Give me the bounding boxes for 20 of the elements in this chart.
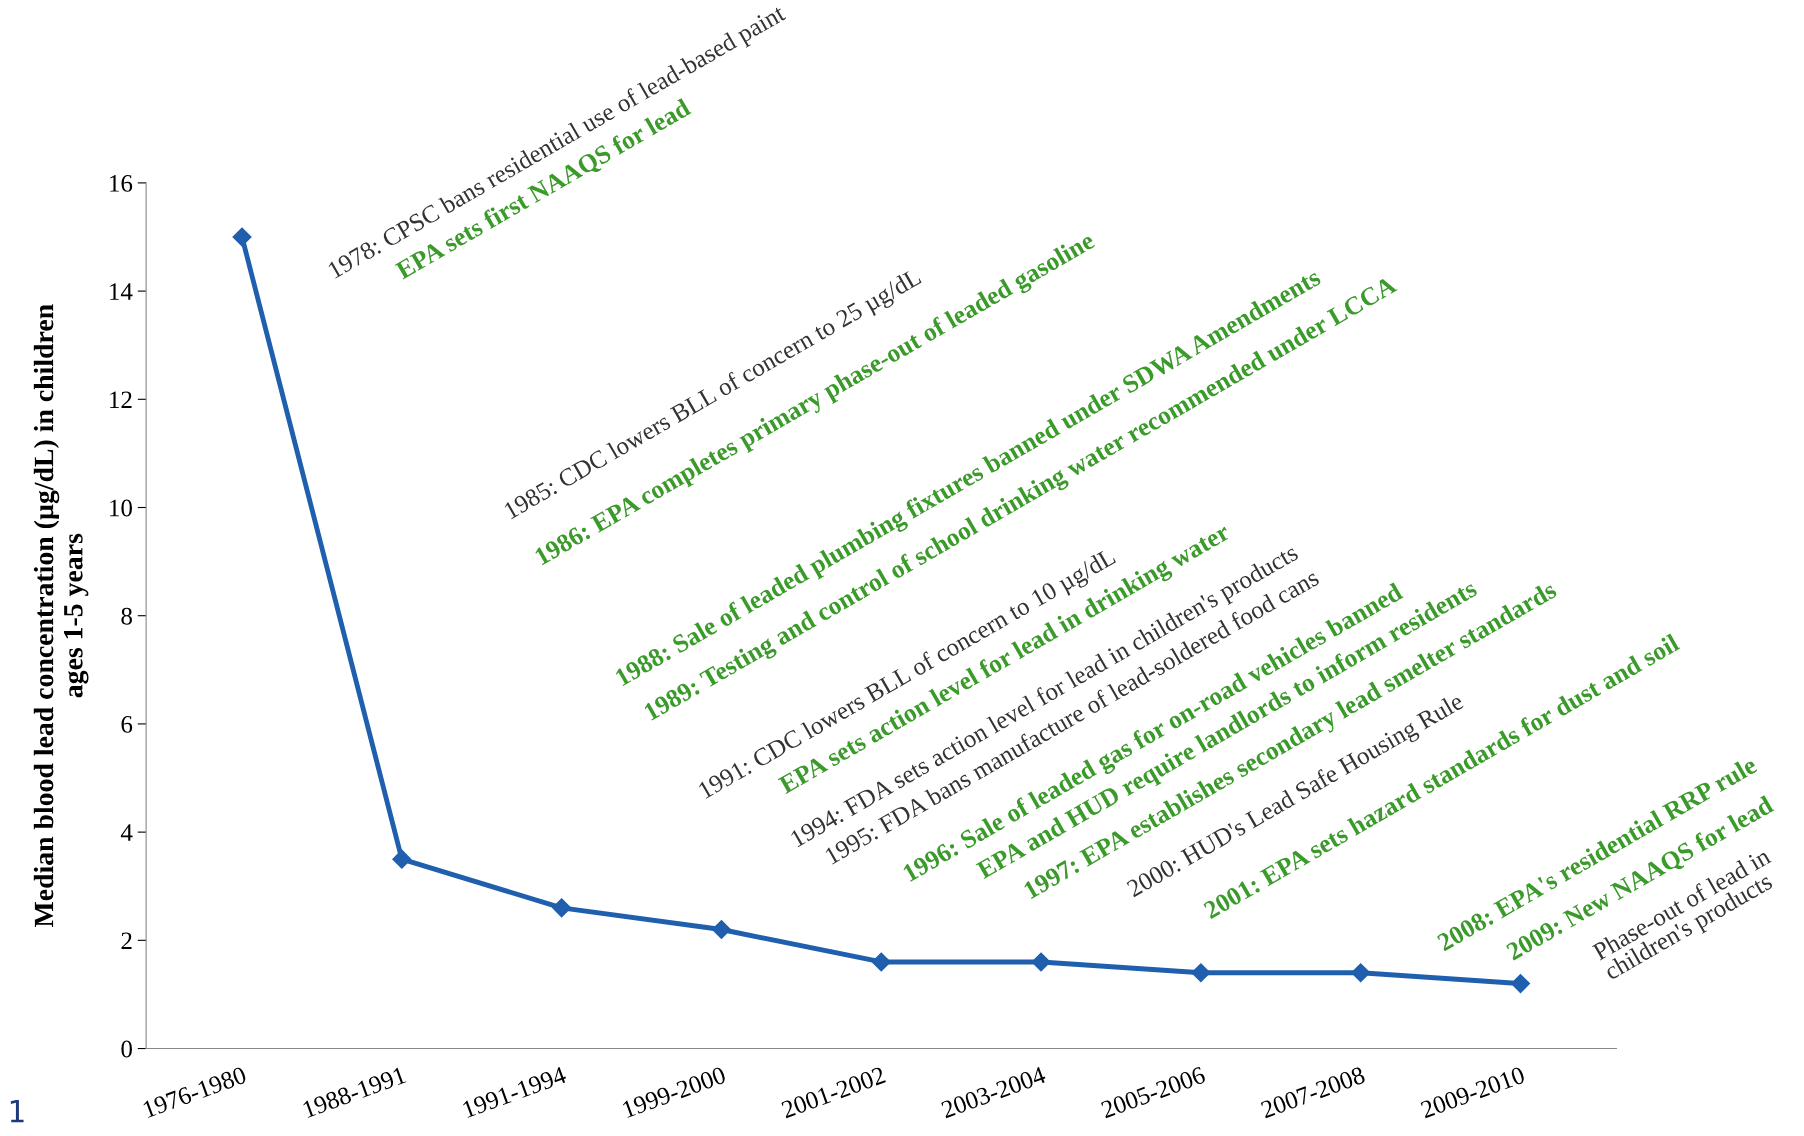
y-tick-label: 16 [110, 175, 133, 192]
point [871, 952, 891, 972]
point [1351, 963, 1371, 983]
y-tick-label: 8 [121, 607, 132, 625]
y-tick-label: 10 [110, 499, 132, 517]
y-tick-label: 4 [120, 824, 133, 841]
point [552, 898, 572, 918]
point [711, 919, 731, 940]
point [1031, 952, 1051, 972]
y-tick-label: 0 [121, 1040, 132, 1058]
point [232, 227, 252, 247]
y-tick-label: 2 [121, 932, 132, 949]
text: 1 [10, 1100, 24, 1123]
y-tick-label: 14 [110, 283, 133, 300]
point [1191, 963, 1211, 983]
y-tick-label: 12 [110, 391, 132, 408]
y-axis-title: Median blood lead concentration (µg/dL) in children ages 1-5 years [33, 304, 89, 928]
y-tick-label: 6 [121, 716, 133, 733]
point [392, 849, 412, 869]
point [1510, 974, 1531, 994]
